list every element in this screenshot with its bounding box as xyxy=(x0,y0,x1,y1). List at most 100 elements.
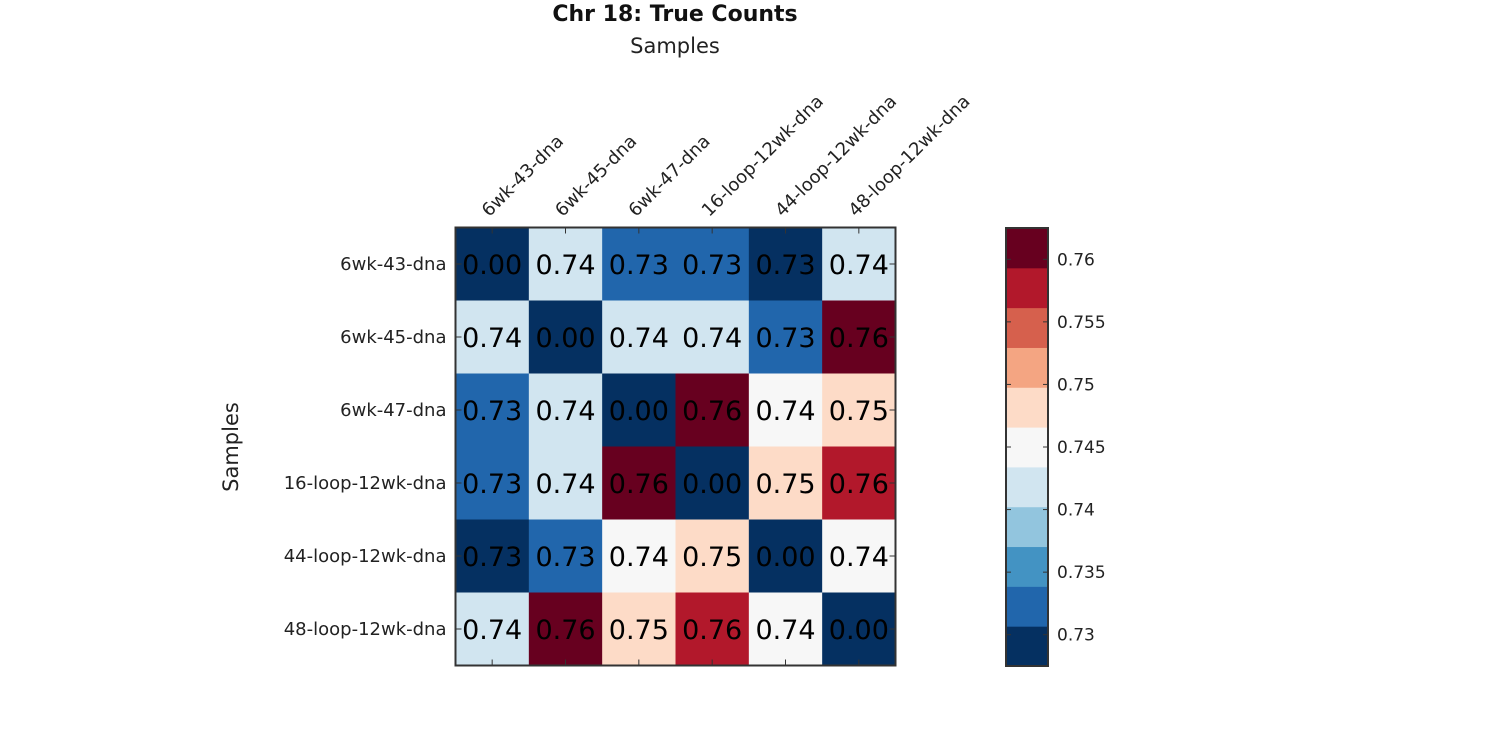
cell-value-label: 0.00 xyxy=(535,323,595,354)
colorbar-segment xyxy=(1006,506,1048,548)
x-tick-label: 16-loop-12wk-dna xyxy=(698,91,828,221)
x-tick-label: 44-loop-12wk-dna xyxy=(771,91,901,221)
colorbar-segment xyxy=(1006,586,1048,627)
heatmap-cell xyxy=(602,373,676,447)
heatmap-cell xyxy=(455,519,530,593)
heatmap-cell xyxy=(675,519,750,593)
cell-value-label: 0.74 xyxy=(829,250,889,281)
heatmap-cell xyxy=(602,592,676,666)
colorbar-segment xyxy=(1006,267,1048,309)
cell-value-label: 0.00 xyxy=(682,469,742,500)
heatmap-cell xyxy=(602,300,676,374)
colorbar-tick-label: 0.73 xyxy=(1057,626,1095,646)
cell-value-label: 0.00 xyxy=(829,615,889,646)
heatmap-cell xyxy=(822,300,896,374)
cell-value-label: 0.73 xyxy=(462,542,522,573)
cell-labels: 0.00 0.74 0.73 0.73 0.73 0.74 0.74 0.00 0.74 0.74… xyxy=(462,250,889,646)
cell-value-label: 0.74 xyxy=(462,323,522,354)
colorbar-segment xyxy=(1006,228,1048,269)
cell-value-label: 0.74 xyxy=(755,615,815,646)
x-tick-label: 48-loop-12wk-dna xyxy=(845,91,975,221)
cell-value-label: 0.74 xyxy=(682,323,742,354)
y-tick-label: 16-loop-12wk-dna xyxy=(284,473,447,494)
colorbar: 0.73 0.735 0.74 0.745 0.75 0.755 0.76 xyxy=(1005,227,1106,667)
y-tick-labels: 6wk-43-dna 6wk-45-dna 6wk-47-dna 16-loop-12… xyxy=(284,254,896,640)
heatmap-cell xyxy=(602,519,676,593)
y-tick-label: 48-loop-12wk-dna xyxy=(284,619,447,640)
y-tick-label: 44-loop-12wk-dna xyxy=(284,546,447,567)
colorbar-tick-label: 0.745 xyxy=(1057,438,1106,458)
heatmap-cell xyxy=(675,592,750,666)
cell-value-label: 0.73 xyxy=(609,250,669,281)
cell-value-label: 0.76 xyxy=(682,615,742,646)
heatmap-cell xyxy=(528,227,603,301)
heatmap-cell xyxy=(675,446,750,520)
cell-value-label: 0.76 xyxy=(682,396,742,427)
cell-value-label: 0.00 xyxy=(462,250,522,281)
y-tick-label: 6wk-45-dna xyxy=(340,327,446,348)
cell-value-label: 0.75 xyxy=(609,615,669,646)
colorbar-segment xyxy=(1006,307,1048,348)
heatmap-cell xyxy=(822,519,896,593)
heatmap-cell xyxy=(602,227,676,301)
cell-value-label: 0.76 xyxy=(829,323,889,354)
cell-value-label: 0.74 xyxy=(462,615,522,646)
heatmap-cell xyxy=(675,373,750,447)
cell-value-label: 0.75 xyxy=(829,396,889,427)
heatmap-cell xyxy=(822,227,896,301)
cell-value-label: 0.76 xyxy=(535,615,595,646)
heatmap-cell xyxy=(675,300,750,374)
heatmap-cell xyxy=(748,592,823,666)
heatmap-cell xyxy=(748,227,823,301)
heatmap-cell xyxy=(822,373,896,447)
heatmap-cell xyxy=(528,300,603,374)
cell-value-label: 0.73 xyxy=(462,396,522,427)
cell-value-label: 0.00 xyxy=(755,542,815,573)
heatmap-cell xyxy=(822,592,896,666)
colorbar-tick-label: 0.74 xyxy=(1057,501,1095,521)
colorbar-tick-label: 0.755 xyxy=(1057,313,1106,333)
colorbar-tick-label: 0.76 xyxy=(1057,250,1095,270)
heatmap-cell xyxy=(528,592,603,666)
cell-value-label: 0.73 xyxy=(682,250,742,281)
y-tick-label: 6wk-43-dna xyxy=(340,254,446,275)
cell-value-label: 0.73 xyxy=(462,469,522,500)
heatmap-cell xyxy=(822,446,896,520)
heatmap-cell xyxy=(528,373,603,447)
colorbar-segment xyxy=(1006,387,1048,428)
heatmap-cell xyxy=(748,519,823,593)
heatmap-cell xyxy=(748,373,823,447)
cell-value-label: 0.76 xyxy=(829,469,889,500)
chart-title: Chr 18: True Counts xyxy=(552,2,797,27)
colorbar-tick-label: 0.735 xyxy=(1057,563,1106,583)
x-axis-label: Samples xyxy=(630,34,720,58)
heatmap-cell xyxy=(455,300,530,374)
cell-value-label: 0.74 xyxy=(535,469,595,500)
cell-value-label: 0.74 xyxy=(755,396,815,427)
colorbar-segment xyxy=(1006,466,1048,508)
colorbar-segment xyxy=(1006,347,1048,388)
cell-value-label: 0.74 xyxy=(535,396,595,427)
heatmap-cell xyxy=(455,227,530,301)
cell-value-label: 0.73 xyxy=(755,250,815,281)
colorbar-segment xyxy=(1006,546,1048,587)
y-axis-label: Samples xyxy=(219,402,243,492)
heatmap-cell xyxy=(748,446,823,520)
cell-value-label: 0.74 xyxy=(829,542,889,573)
y-tick-label: 6wk-47-dna xyxy=(340,400,446,421)
heatmap-grid xyxy=(455,227,896,666)
heatmap-cell xyxy=(528,446,603,520)
cell-value-label: 0.76 xyxy=(609,469,669,500)
cell-value-label: 0.74 xyxy=(609,542,669,573)
colorbar-tick-label: 0.75 xyxy=(1057,375,1095,395)
colorbar-segment xyxy=(1006,626,1048,667)
heatmap-cell xyxy=(528,519,603,593)
heatmap-cell xyxy=(675,227,750,301)
heatmap-cell xyxy=(748,300,823,374)
heatmap-cell xyxy=(455,373,530,447)
cell-value-label: 0.73 xyxy=(755,323,815,354)
heatmap-cell xyxy=(455,592,530,666)
colorbar-segment xyxy=(1006,427,1048,468)
cell-value-label: 0.74 xyxy=(535,250,595,281)
